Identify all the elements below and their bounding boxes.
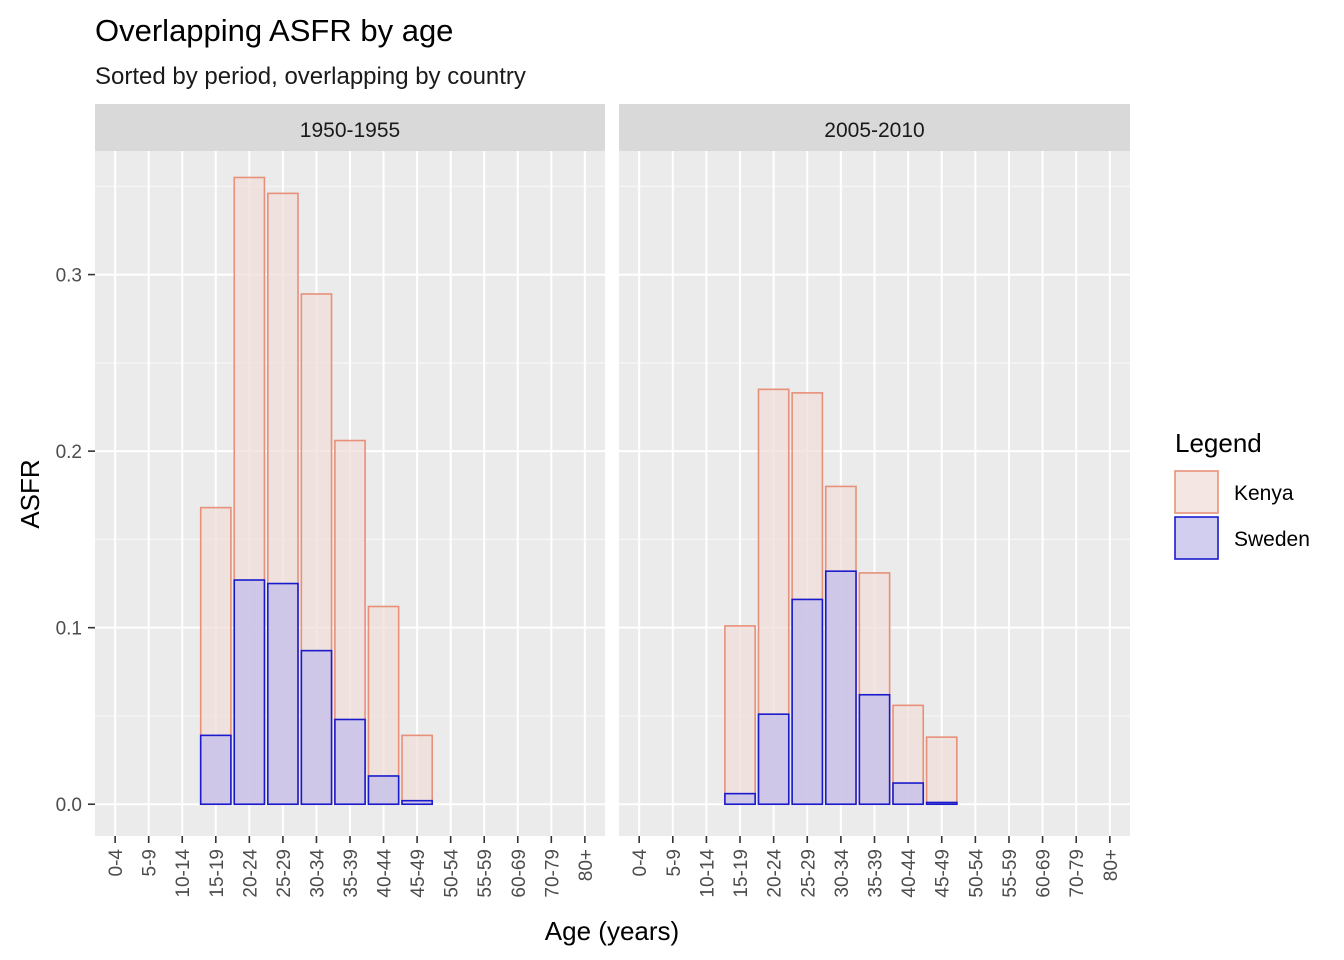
bar: [401, 799, 434, 806]
facet-label: 2005-2010: [824, 119, 924, 142]
series-sweden: [199, 579, 434, 806]
bar: [724, 625, 756, 806]
bar: [757, 713, 790, 806]
x-tick-label: 10-14: [173, 849, 194, 898]
x-tick-label: 35-39: [866, 849, 887, 898]
x-tick-label: 25-29: [274, 849, 295, 898]
bar: [199, 734, 232, 806]
x-tick-label: 5-9: [664, 849, 685, 876]
legend-items: Kenya Sweden: [1174, 470, 1310, 560]
x-tick-label: 45-49: [933, 849, 954, 898]
bar: [334, 718, 366, 806]
series-sweden: [724, 570, 958, 806]
facet-panel: 2005-2010 0-4 5-9 10-14 15-19 20-24 25-29 30-34…: [619, 104, 1130, 898]
x-tick-label: 0-4: [106, 849, 127, 877]
x-tick-label: 60-69: [1034, 849, 1055, 898]
y-axis-title: ASFR: [15, 459, 45, 528]
facet-panel: 1950-1955 0-4 5-9 10-14 15-19 20-24 25-29 30-34…: [95, 104, 605, 898]
x-axis-title: Age (years): [545, 916, 679, 946]
legend-title: Legend: [1175, 428, 1262, 458]
bar: [233, 579, 266, 806]
x-tick-label: 5-9: [140, 849, 161, 876]
facet-strip: [619, 104, 1130, 151]
x-tick-label: 80+: [576, 849, 597, 881]
x-tick-label: 70-79: [1067, 849, 1088, 898]
x-tick-label: 30-34: [307, 849, 328, 898]
legend-key: [1174, 516, 1219, 560]
bar: [791, 598, 824, 806]
bar: [925, 736, 958, 806]
legend: Legend Kenya Sweden: [1174, 428, 1310, 560]
facet-panels: 1950-1955 0-4 5-9 10-14 15-19 20-24 25-29 30-34…: [95, 104, 1130, 898]
x-tick-label: 30-34: [832, 849, 853, 898]
x-tick-label: 50-54: [442, 849, 463, 898]
bar: [401, 734, 434, 806]
y-tick-label: 0.3: [56, 266, 82, 287]
x-tick-label: 15-19: [207, 849, 228, 898]
bar: [367, 775, 400, 806]
bar: [724, 792, 756, 806]
bar: [300, 649, 333, 806]
chart-title: Overlapping ASFR by age: [95, 13, 453, 48]
legend-key: [1174, 470, 1219, 514]
x-tick-label: 15-19: [731, 849, 752, 898]
bar: [892, 782, 925, 806]
x-tick-label: 45-49: [408, 849, 429, 898]
legend-label: Kenya: [1234, 482, 1294, 505]
x-tick-label: 10-14: [697, 849, 718, 898]
x-tick-label: 55-59: [1000, 849, 1021, 898]
y-tick-label: 0.2: [56, 442, 82, 463]
x-tick-label: 35-39: [341, 849, 362, 898]
x-tick-label: 25-29: [798, 849, 819, 898]
x-tick-label: 55-59: [475, 849, 496, 898]
x-tick-label: 20-24: [240, 849, 261, 898]
x-tick-label: 50-54: [966, 849, 987, 898]
x-tick-label: 20-24: [765, 849, 786, 898]
y-axis: 0.0 0.1 0.2 0.3: [56, 266, 95, 816]
x-tick-label: 70-79: [542, 849, 563, 898]
x-tick-label: 40-44: [899, 849, 920, 898]
facet-label: 1950-1955: [300, 119, 400, 142]
x-tick-label: 80+: [1101, 849, 1122, 881]
y-tick-label: 0.1: [56, 619, 82, 640]
y-tick-label: 0.0: [56, 795, 82, 816]
bar: [925, 801, 958, 806]
bar: [824, 570, 857, 806]
legend-label: Sweden: [1234, 528, 1310, 551]
chart-subtitle: Sorted by period, overlapping by country: [95, 63, 526, 90]
facet-strip: [95, 104, 605, 151]
x-tick-label: 0-4: [630, 849, 651, 877]
bar: [266, 582, 299, 806]
bar: [367, 605, 400, 806]
x-tick-label: 60-69: [509, 849, 530, 898]
x-tick-label: 40-44: [375, 849, 396, 898]
bar: [858, 693, 891, 806]
